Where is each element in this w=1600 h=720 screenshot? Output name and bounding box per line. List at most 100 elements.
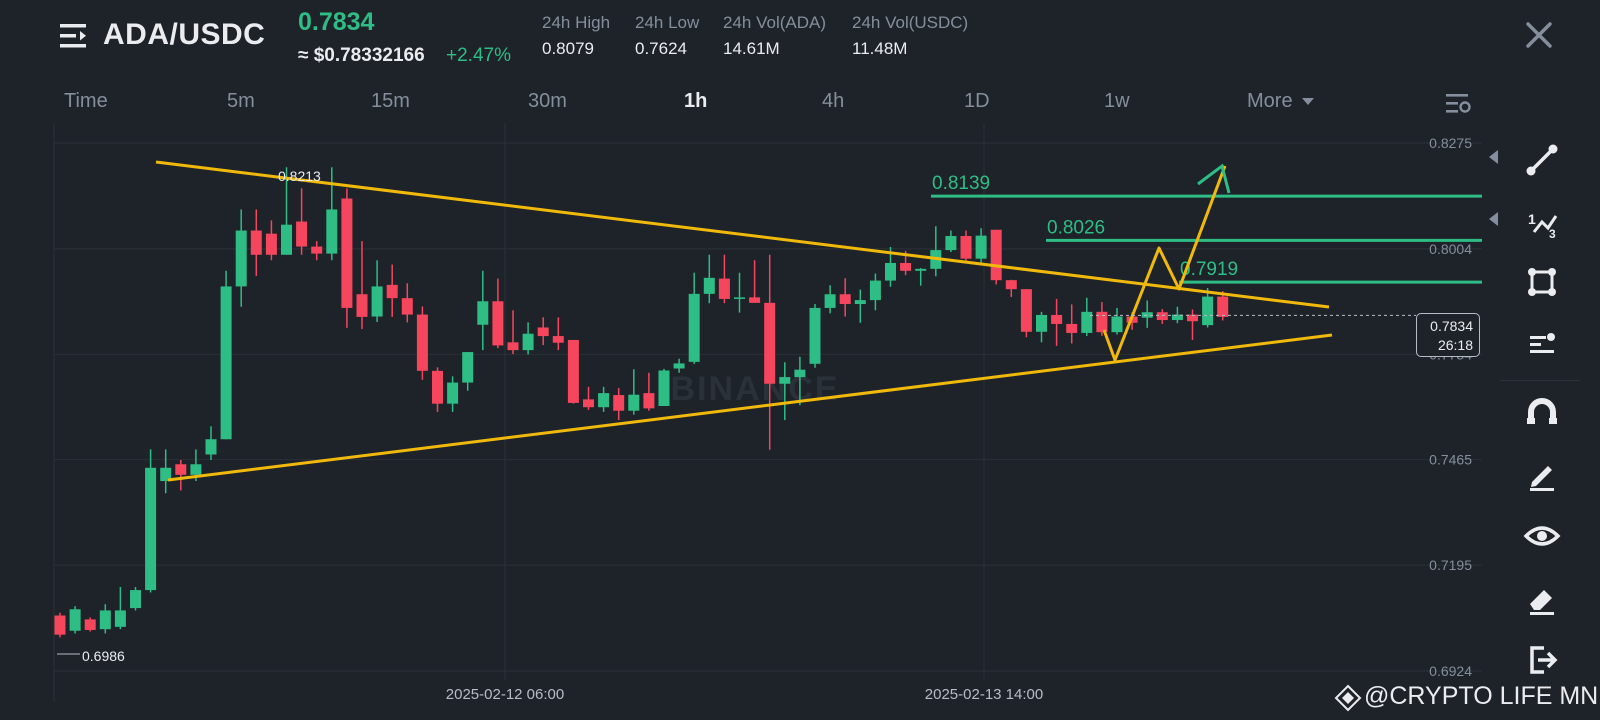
eraser-icon[interactable] bbox=[1522, 578, 1562, 618]
chart-settings-icon[interactable] bbox=[1446, 92, 1472, 116]
candle bbox=[628, 369, 640, 415]
candle bbox=[658, 368, 670, 407]
countdown-label: 26:18 bbox=[1437, 337, 1473, 353]
candle bbox=[281, 167, 292, 255]
svg-text:3: 3 bbox=[1549, 227, 1556, 241]
tab-15m[interactable]: 15m bbox=[371, 90, 410, 112]
stat-value: 0.8079 bbox=[542, 39, 594, 58]
exit-icon[interactable] bbox=[1522, 640, 1562, 680]
x-tick-label: 2025-02-13 14:00 bbox=[925, 686, 1043, 703]
projection-path bbox=[1102, 165, 1227, 362]
caret-down-icon bbox=[1302, 97, 1315, 105]
tab-more[interactable]: More bbox=[1247, 90, 1315, 113]
usd-price: ≈ $0.78332166 bbox=[298, 45, 425, 66]
candle bbox=[779, 362, 791, 421]
stat-label: 24h Vol(USDC) bbox=[852, 13, 969, 32]
stat-24h-low: 24h Low 0.7624 bbox=[635, 13, 699, 59]
candle bbox=[1066, 304, 1078, 344]
candle bbox=[401, 283, 413, 323]
pair-title[interactable]: ADA/USDC bbox=[103, 18, 266, 51]
indicator-icon[interactable] bbox=[1522, 324, 1562, 364]
y-tick-label: 0.7465 bbox=[1429, 452, 1472, 468]
candle bbox=[975, 228, 987, 263]
candle bbox=[432, 367, 443, 412]
candles bbox=[54, 167, 1229, 638]
candle bbox=[915, 268, 927, 286]
candle bbox=[839, 278, 851, 317]
expand-arrow-icon[interactable] bbox=[1489, 150, 1499, 164]
candle bbox=[356, 241, 368, 330]
tab-1h[interactable]: 1h bbox=[684, 90, 708, 112]
expand-arrow-icon[interactable] bbox=[1489, 212, 1499, 226]
candle bbox=[1036, 311, 1047, 343]
candle bbox=[1171, 306, 1183, 324]
candle bbox=[643, 372, 655, 411]
candle bbox=[854, 289, 866, 323]
x-axis-labels: 2025-02-12 06:00 2025-02-13 14:00 bbox=[446, 686, 1043, 703]
menu-icon[interactable] bbox=[60, 22, 90, 50]
magnet-icon[interactable] bbox=[1522, 392, 1562, 432]
y-tick-label: 0.8004 bbox=[1429, 241, 1472, 257]
candle bbox=[1096, 302, 1108, 336]
candle bbox=[160, 449, 172, 494]
target-levels: 0.8139 0.8026 0.7919 bbox=[931, 173, 1482, 284]
candle bbox=[734, 272, 745, 313]
candle bbox=[145, 449, 157, 593]
watermark-logo-icon bbox=[1334, 684, 1362, 712]
candle bbox=[462, 352, 474, 391]
stat-value: 0.7624 bbox=[635, 39, 687, 58]
candle bbox=[522, 322, 534, 355]
stat-24h-vol-usdc: 24h Vol(USDC) 11.48M bbox=[852, 13, 968, 59]
candle bbox=[99, 604, 111, 634]
candle bbox=[416, 306, 428, 380]
low-marker: 0.6986 bbox=[57, 648, 125, 664]
candle bbox=[764, 254, 776, 450]
high-marker: 0.8213 bbox=[278, 168, 321, 184]
candle bbox=[84, 617, 96, 632]
level-label: 0.8026 bbox=[1047, 217, 1105, 238]
candle bbox=[1156, 309, 1168, 324]
stat-label: 24h Vol(ADA) bbox=[723, 13, 826, 32]
stat-value: 11.48M bbox=[852, 39, 908, 58]
candle bbox=[1202, 287, 1214, 328]
candle bbox=[673, 358, 685, 373]
tab-more-label: More bbox=[1247, 90, 1293, 112]
stat-24h-vol-ada: 24h Vol(ADA) 14.61M bbox=[723, 13, 826, 59]
header: ADA/USDC 0.7834 ≈ $0.78332166 +2.47% 24h… bbox=[0, 0, 1600, 80]
candle bbox=[69, 606, 81, 634]
candle bbox=[1005, 279, 1017, 297]
candle bbox=[1081, 297, 1093, 337]
eye-icon[interactable] bbox=[1522, 516, 1562, 556]
tab-1w[interactable]: 1w bbox=[1104, 90, 1130, 112]
svg-text:1: 1 bbox=[1528, 211, 1536, 227]
candle bbox=[930, 226, 942, 277]
y-tick-label: 0.8275 bbox=[1429, 135, 1472, 151]
candle bbox=[869, 273, 881, 311]
candle bbox=[492, 278, 504, 349]
candle bbox=[688, 272, 700, 364]
candle bbox=[794, 356, 806, 406]
shape-icon[interactable] bbox=[1522, 262, 1562, 302]
pencil-icon[interactable] bbox=[1522, 454, 1562, 494]
low-marker-label: 0.6986 bbox=[82, 648, 125, 664]
candle bbox=[114, 586, 126, 630]
close-icon[interactable] bbox=[1524, 20, 1554, 50]
trend-line-icon[interactable] bbox=[1522, 140, 1562, 180]
candle bbox=[1111, 307, 1123, 335]
tab-30m[interactable]: 30m bbox=[528, 90, 567, 112]
candle bbox=[447, 376, 459, 412]
tab-1d[interactable]: 1D bbox=[964, 90, 990, 112]
current-price-tag: 0.7834 26:18 bbox=[1416, 313, 1480, 357]
candle bbox=[809, 304, 821, 368]
tab-4h[interactable]: 4h bbox=[822, 90, 845, 112]
candle bbox=[326, 167, 338, 261]
candle bbox=[371, 260, 383, 322]
candle bbox=[718, 254, 730, 304]
watermark-text: BINANCE bbox=[671, 370, 840, 408]
high-marker-label: 0.8213 bbox=[278, 168, 321, 184]
tab-5m[interactable]: 5m bbox=[227, 90, 255, 112]
fibonacci-icon[interactable]: 1 3 bbox=[1522, 202, 1562, 242]
tab-time[interactable]: Time bbox=[64, 90, 108, 112]
